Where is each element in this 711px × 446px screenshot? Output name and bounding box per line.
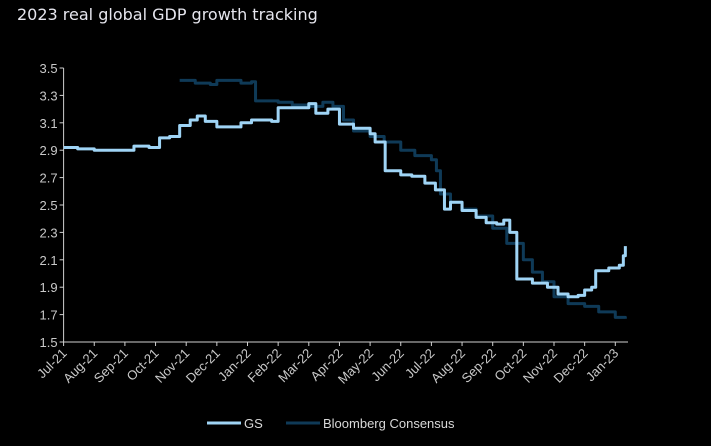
series-line-bloomberg-consensus <box>179 78 627 319</box>
y-tick-label: 2.3 <box>40 225 58 240</box>
x-tick-label: Jan-23 <box>583 346 622 385</box>
x-tick-label: Dec-21 <box>183 346 223 386</box>
x-tick-label: Sep-22 <box>459 346 499 386</box>
x-tick-label: Mar-22 <box>275 346 315 386</box>
x-tick-label: Jun-22 <box>368 346 407 385</box>
y-tick-label: 1.7 <box>40 308 58 323</box>
y-tick-label: 2.7 <box>40 171 58 186</box>
series-line-gs <box>63 102 627 299</box>
chart-title: 2023 real global GDP growth tracking <box>17 5 318 24</box>
y-tick-label: 2.5 <box>40 198 58 213</box>
x-tick-label: Dec-22 <box>551 346 591 386</box>
y-tick-label: 3.3 <box>40 88 58 103</box>
y-tick-label: 3.1 <box>40 116 58 131</box>
x-tick-label: Feb-22 <box>245 346 285 386</box>
x-tick-label: Sep-21 <box>91 346 131 386</box>
y-tick-label: 1.5 <box>40 335 58 350</box>
legend-label: GS <box>244 416 263 431</box>
y-tick-label: 2.9 <box>40 143 58 158</box>
y-tick-label: 3.5 <box>40 61 58 76</box>
y-tick-label: 2.1 <box>40 253 58 268</box>
legend-label: Bloomberg Consensus <box>323 416 455 431</box>
y-tick-label: 1.9 <box>40 280 58 295</box>
